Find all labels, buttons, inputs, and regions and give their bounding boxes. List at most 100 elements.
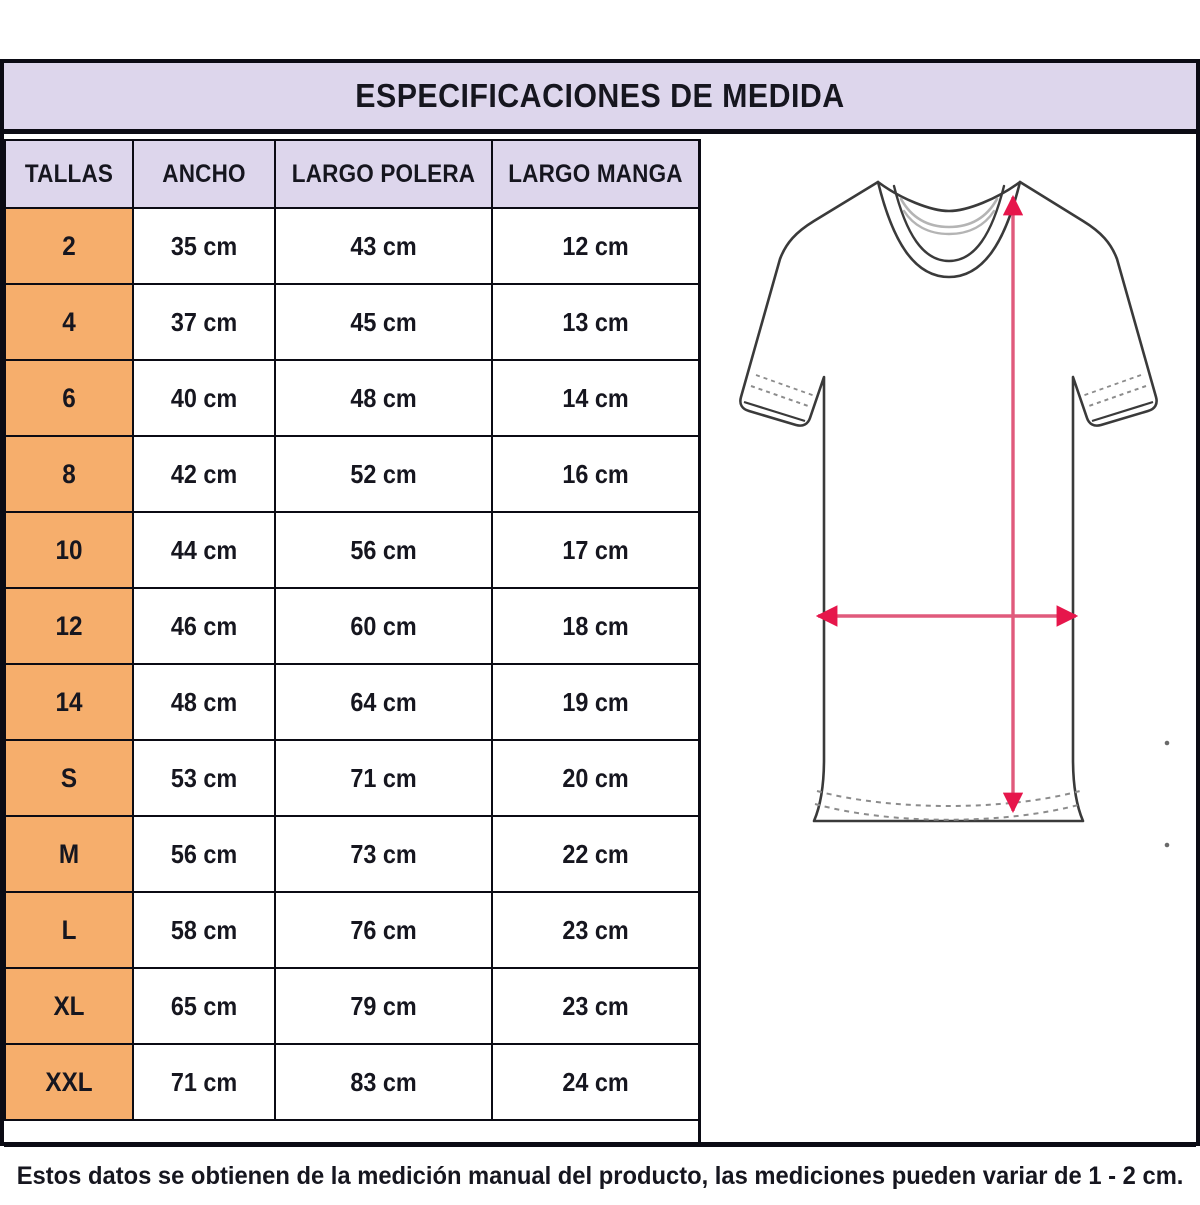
cell-largo-polera: 76 cm xyxy=(274,891,493,969)
column-header-label: LARGO POLERA xyxy=(291,159,476,188)
cell-value: 14 xyxy=(55,686,83,717)
cell-value: 42 cm xyxy=(170,458,238,489)
cell-value: 14 cm xyxy=(562,382,629,413)
cell-largo-manga: 22 cm xyxy=(491,815,700,893)
cell-value: 56 cm xyxy=(170,838,238,869)
cell-value: 71 cm xyxy=(170,1066,238,1097)
cell-ancho: 48 cm xyxy=(132,663,276,741)
cell-value: 17 cm xyxy=(562,534,629,565)
cell-talla: L xyxy=(4,891,134,969)
column-header-label: LARGO MANGA xyxy=(508,159,683,188)
cell-value: XL xyxy=(53,990,85,1021)
cell-value: 45 cm xyxy=(350,306,417,337)
cell-value: XXL xyxy=(45,1066,93,1097)
cell-ancho: 35 cm xyxy=(132,207,276,285)
cell-value: 64 cm xyxy=(350,686,417,717)
footer-note-text: Estos datos se obtienen de la medición m… xyxy=(16,1161,1184,1190)
cell-talla: M xyxy=(4,815,134,893)
cell-largo-manga: 17 cm xyxy=(491,511,700,589)
cell-largo-manga: 24 cm xyxy=(491,1043,700,1121)
cell-value: 13 cm xyxy=(562,306,629,337)
size-chart-frame: ESPECIFICACIONES DE MEDIDA TALLAS xyxy=(0,59,1200,1205)
cell-largo-polera: 83 cm xyxy=(274,1043,493,1121)
table-row: 8 42 cm 52 cm 16 cm xyxy=(4,435,700,513)
column-header-label: TALLAS xyxy=(24,159,114,188)
cell-value: 79 cm xyxy=(350,990,417,1021)
cell-talla: 2 xyxy=(4,207,134,285)
cell-value: 23 cm xyxy=(562,914,629,945)
table-row: S 53 cm 71 cm 20 cm xyxy=(4,739,700,817)
footer-note-row: Estos datos se obtienen de la medición m… xyxy=(4,1142,1196,1205)
cell-value: M xyxy=(58,838,80,869)
cell-value: 52 cm xyxy=(350,458,417,489)
cell-largo-manga: 13 cm xyxy=(491,283,700,361)
cell-value: 44 cm xyxy=(170,534,238,565)
table-row: 10 44 cm 56 cm 17 cm xyxy=(4,511,700,589)
chart-title-bar: ESPECIFICACIONES DE MEDIDA xyxy=(4,63,1196,134)
tshirt-diagram-icon xyxy=(739,180,1170,848)
cell-value: 6 xyxy=(62,382,76,413)
cell-talla: 12 xyxy=(4,587,134,665)
cell-value: 23 cm xyxy=(562,990,629,1021)
cell-largo-polera: 60 cm xyxy=(274,587,493,665)
cell-ancho: 46 cm xyxy=(132,587,276,665)
cell-largo-polera: 71 cm xyxy=(274,739,493,817)
scan-speckle xyxy=(1164,740,1170,848)
cell-value: 48 cm xyxy=(170,686,238,717)
column-header-largo-polera: LARGO POLERA xyxy=(274,139,493,209)
cell-largo-manga: 23 cm xyxy=(491,891,700,969)
cell-value: 76 cm xyxy=(350,914,417,945)
cell-value: 46 cm xyxy=(170,610,238,641)
bottom-hem-stitching xyxy=(814,790,1083,821)
cell-largo-polera: 79 cm xyxy=(274,967,493,1045)
cell-value: 12 xyxy=(55,610,83,641)
cell-largo-manga: 14 cm xyxy=(491,359,700,437)
cell-ancho: 44 cm xyxy=(132,511,276,589)
cell-ancho: 53 cm xyxy=(132,739,276,817)
cell-ancho: 42 cm xyxy=(132,435,276,513)
table-row: 2 35 cm 43 cm 12 cm xyxy=(4,207,700,285)
cell-value: 65 cm xyxy=(170,990,238,1021)
cell-value: 22 cm xyxy=(562,838,629,869)
cell-largo-manga: 12 cm xyxy=(491,207,700,285)
cell-value: 10 xyxy=(55,534,83,565)
cell-ancho: 37 cm xyxy=(132,283,276,361)
cell-talla: 10 xyxy=(4,511,134,589)
cell-value: 71 cm xyxy=(350,762,417,793)
column-header-ancho: ANCHO xyxy=(132,139,276,209)
cell-value: 53 cm xyxy=(170,762,238,793)
table-row: XXL 71 cm 83 cm 24 cm xyxy=(4,1043,700,1121)
chart-body: TALLAS ANCHO LARGO POLERA LARGO MANGA xyxy=(4,139,1196,1142)
sleeve-hem-stitching-left xyxy=(743,374,816,423)
cell-ancho: 56 cm xyxy=(132,815,276,893)
table-row: 4 37 cm 45 cm 13 cm xyxy=(4,283,700,361)
cell-value: 37 cm xyxy=(170,306,238,337)
cell-largo-manga: 19 cm xyxy=(491,663,700,741)
cell-value: 12 cm xyxy=(562,230,629,261)
cell-talla: 14 xyxy=(4,663,134,741)
cell-largo-manga: 23 cm xyxy=(491,967,700,1045)
cell-value: 2 xyxy=(62,230,76,261)
column-header-tallas: TALLAS xyxy=(4,139,134,209)
cell-largo-manga: 16 cm xyxy=(491,435,700,513)
cell-value: 4 xyxy=(62,306,76,337)
cell-ancho: 58 cm xyxy=(132,891,276,969)
cell-value: S xyxy=(60,762,78,793)
table-row: 14 48 cm 64 cm 19 cm xyxy=(4,663,700,741)
measurements-table: TALLAS ANCHO LARGO POLERA LARGO MANGA xyxy=(4,139,700,1121)
cell-talla: 6 xyxy=(4,359,134,437)
table-row: 12 46 cm 60 cm 18 cm xyxy=(4,587,700,665)
cell-talla: XL xyxy=(4,967,134,1045)
cell-value: 40 cm xyxy=(170,382,238,413)
cell-largo-polera: 64 cm xyxy=(274,663,493,741)
sleeve-hem-stitching-right xyxy=(1081,374,1154,423)
cell-value: 83 cm xyxy=(350,1066,417,1097)
cell-ancho: 40 cm xyxy=(132,359,276,437)
cell-largo-polera: 73 cm xyxy=(274,815,493,893)
cell-ancho: 65 cm xyxy=(132,967,276,1045)
cell-talla: 4 xyxy=(4,283,134,361)
cell-talla: S xyxy=(4,739,134,817)
measurements-table-wrapper: TALLAS ANCHO LARGO POLERA LARGO MANGA xyxy=(4,139,700,1142)
cell-value: 73 cm xyxy=(350,838,417,869)
